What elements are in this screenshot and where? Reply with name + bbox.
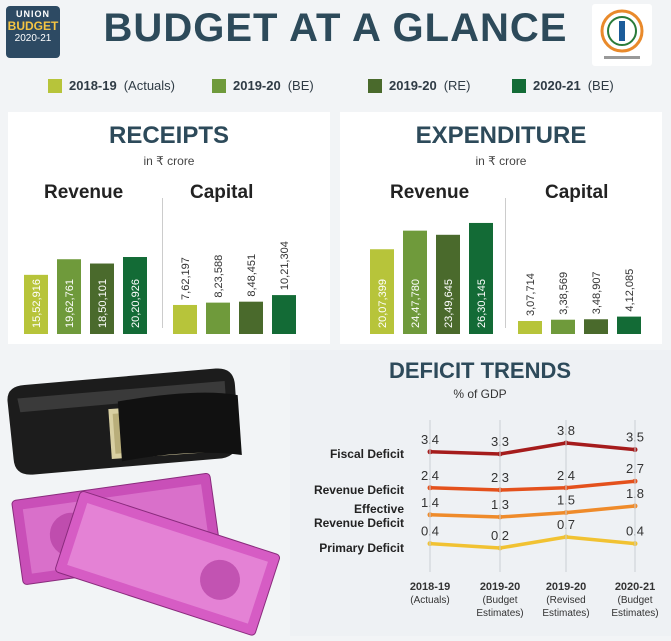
- bar-revenue-3: [469, 222, 493, 334]
- bar-revenue-0: [24, 274, 48, 334]
- receipts-bar-chart: 15,52,916 19,62,761 18,50,101 20,20,926 7,62…: [24, 241, 296, 334]
- bar-revenue-1: [403, 230, 427, 334]
- bar-label-capital-2: 3,48,907: [591, 271, 603, 314]
- bar-label-capital-1: 3,38,569: [558, 272, 570, 315]
- expenditure-revenue-label: Revenue: [390, 182, 470, 203]
- deficit-x-label-3-0: 2020-21: [615, 581, 655, 593]
- receipts-revenue-label: Revenue: [44, 182, 124, 203]
- deficit-series-label-1: Revenue Deficit: [314, 483, 404, 497]
- bar-revenue-2: [90, 263, 114, 334]
- legend-year: 2018-19: [69, 78, 117, 93]
- legend-item-2018-19-actuals: 2018-19 (Actuals): [48, 78, 175, 93]
- badge-line2: BUDGET: [7, 19, 59, 33]
- page-title: BUDGET AT A GLANCE: [103, 6, 568, 50]
- deficit-x-label-2-1: (Revised: [546, 595, 585, 606]
- expenditure-bar-chart: 20,07,399 24,47,780 23,49,645 26,30,145 3,07…: [370, 222, 641, 334]
- deficit-x-label-3-1: (Budget: [617, 595, 652, 606]
- deficit-trends-panel: DEFICIT TRENDS% of GDP 3.4 3.3 3.8 3.5 Fiscal…: [290, 350, 671, 636]
- bar-label-capital-3: 4,12,085: [624, 269, 636, 312]
- bar-label-revenue-0: 15,52,916: [31, 279, 43, 328]
- bar-revenue-2: [436, 234, 460, 334]
- legend: 2018-19 (Actuals) 2019-20 (BE) 2019-20 (…: [0, 78, 671, 100]
- bar-label-capital-0: 7,62,197: [180, 257, 192, 300]
- legend-item-2019-20-re: 2019-20 (RE): [368, 78, 470, 93]
- legend-year: 2019-20: [233, 78, 281, 93]
- bar-label-capital-0: 3,07,714: [525, 273, 537, 316]
- bar-revenue-0: [370, 249, 394, 334]
- legend-note: (Actuals): [123, 78, 176, 93]
- legend-year: 2020-21: [533, 78, 581, 93]
- bar-label-revenue-1: 19,62,761: [64, 279, 76, 328]
- receipts-panel: RECEIPTS in ₹ crore Revenue Capital 15,5…: [8, 112, 330, 344]
- deficit-series-label-3: Primary Deficit: [319, 541, 404, 555]
- bar-capital-1: [551, 319, 575, 334]
- bar-label-capital-3: 10,21,304: [279, 241, 291, 290]
- bar-revenue-3: [123, 257, 147, 334]
- badge-line1: UNION: [16, 9, 50, 19]
- bar-revenue-1: [57, 259, 81, 334]
- deficit-line-1: [429, 479, 636, 492]
- legend-swatch: [48, 78, 62, 93]
- deficit-x-label-0-1: (Actuals): [410, 595, 449, 606]
- bar-capital-2: [584, 319, 608, 334]
- bar-capital-1: [206, 302, 230, 334]
- bar-label-revenue-1: 24,47,780: [410, 279, 422, 328]
- deficit-x-label-2-2: Estimates): [542, 608, 589, 619]
- bar-label-revenue-3: 26,30,145: [476, 279, 488, 328]
- pib-logo: [592, 4, 652, 66]
- legend-note: (BE): [287, 78, 314, 93]
- legend-swatch: [368, 78, 382, 93]
- bar-label-capital-1: 8,23,588: [213, 255, 225, 298]
- legend-item-2020-21-be: 2020-21 (BE): [512, 78, 614, 93]
- legend-swatch: [512, 78, 526, 93]
- bar-label-revenue-0: 20,07,399: [377, 279, 389, 328]
- deficit-x-label-2-0: 2019-20: [546, 581, 586, 593]
- deficit-series-label-0: Fiscal Deficit: [330, 447, 404, 461]
- deficit-series-label-2-line2: Revenue Deficit: [314, 516, 404, 530]
- deficit-line-0: [429, 441, 636, 456]
- legend-year: 2019-20: [389, 78, 437, 93]
- expenditure-capital-label: Capital: [545, 182, 609, 203]
- deficit-x-label-1-1: (Budget: [482, 595, 517, 606]
- receipts-title: RECEIPTS: [108, 122, 230, 149]
- legend-note: (RE): [443, 78, 471, 93]
- union-budget-badge: UNION BUDGET 2020-21: [6, 6, 60, 58]
- bar-capital-0: [518, 321, 542, 334]
- expenditure-unit: in ₹ crore: [475, 154, 527, 168]
- wallet-illustration: [0, 352, 290, 636]
- receipts-divider: [162, 198, 163, 328]
- badge-line3: 2020-21: [14, 33, 52, 44]
- expenditure-title: EXPENDITURE: [415, 122, 587, 149]
- bar-label-revenue-3: 20,20,926: [130, 279, 142, 328]
- deficit-line-2: [429, 504, 636, 519]
- deficit-x-label-1-0: 2019-20: [480, 581, 520, 593]
- deficit-title: DEFICIT TRENDS: [389, 358, 571, 383]
- deficit-x-label-1-2: Estimates): [476, 608, 523, 619]
- receipts-unit: in ₹ crore: [143, 154, 195, 168]
- expenditure-panel: EXPENDITURE in ₹ crore Revenue Capital 2…: [340, 112, 662, 344]
- bar-capital-2: [239, 301, 263, 334]
- deficit-unit: % of GDP: [453, 387, 506, 401]
- bar-label-capital-2: 8,48,451: [246, 254, 258, 297]
- receipts-capital-label: Capital: [190, 182, 254, 203]
- deficit-x-label-0-0: 2018-19: [410, 581, 450, 593]
- deficit-series-label-2: Effective: [354, 502, 404, 516]
- legend-note: (BE): [587, 78, 614, 93]
- bar-capital-0: [173, 304, 197, 334]
- bar-label-revenue-2: 18,50,101: [97, 279, 109, 328]
- expenditure-divider: [505, 198, 506, 328]
- bar-capital-3: [272, 295, 296, 334]
- legend-swatch: [212, 78, 226, 93]
- deficit-line-3: [429, 535, 636, 550]
- bar-capital-3: [617, 316, 641, 334]
- legend-item-2019-20-be: 2019-20 (BE): [212, 78, 314, 93]
- bar-label-revenue-2: 23,49,645: [443, 279, 455, 328]
- deficit-x-label-3-2: Estimates): [611, 608, 658, 619]
